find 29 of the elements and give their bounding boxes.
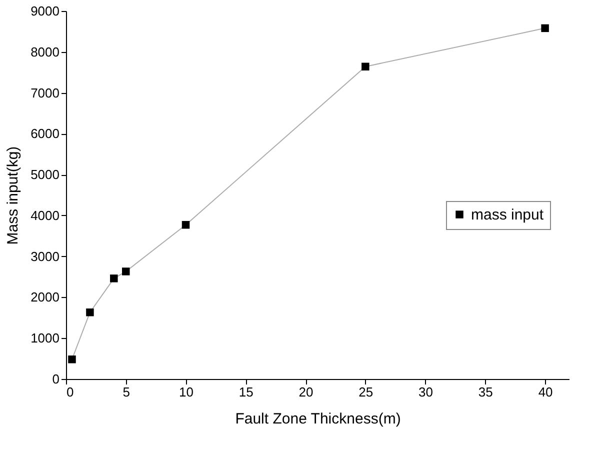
x-axis-title: Fault Zone Thickness(m) bbox=[235, 410, 401, 428]
x-tick-label: 30 bbox=[418, 384, 434, 400]
y-tick-label: 6000 bbox=[30, 126, 60, 142]
y-tick-label: 9000 bbox=[30, 4, 60, 18]
x-tick-label: 25 bbox=[358, 384, 374, 400]
point bbox=[541, 24, 549, 32]
y-tick-label: 5000 bbox=[30, 167, 60, 182]
point bbox=[122, 268, 130, 276]
point bbox=[86, 308, 94, 316]
y-tick-label: 4000 bbox=[30, 208, 60, 223]
point bbox=[110, 274, 118, 282]
point bbox=[68, 356, 76, 364]
y-tick-label: 8000 bbox=[30, 44, 60, 60]
point bbox=[182, 220, 190, 229]
y-tick-label: 7000 bbox=[30, 85, 60, 100]
y-tick-label: 0 bbox=[52, 372, 60, 386]
x-tick-label: 15 bbox=[238, 384, 254, 400]
legend-label: mass input bbox=[471, 206, 544, 224]
x-tick-label: 20 bbox=[298, 384, 314, 400]
x-tick-label: 40 bbox=[538, 384, 553, 400]
x-tick-label: 5 bbox=[122, 384, 130, 400]
x-tick-label: 10 bbox=[179, 384, 194, 400]
point bbox=[362, 62, 370, 70]
y-tick-label: 3000 bbox=[30, 248, 60, 264]
x-tick-label: 35 bbox=[478, 384, 493, 400]
y-axis-title: Mass input(kg) bbox=[4, 146, 22, 245]
x-tick-label: 0 bbox=[66, 384, 74, 400]
y-tick-label: 2000 bbox=[30, 290, 60, 305]
y-tick-label: 1000 bbox=[30, 330, 60, 346]
